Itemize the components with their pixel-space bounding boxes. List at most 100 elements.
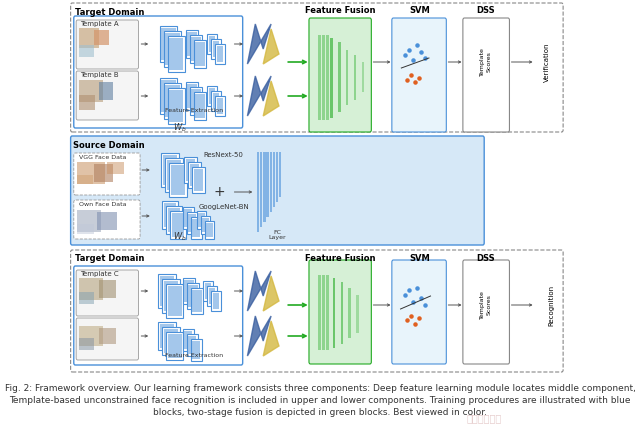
Bar (216, 98, 223, 114)
Bar (184, 209, 192, 227)
Bar (99, 280, 116, 298)
Bar (164, 83, 181, 119)
Point (410, 78, 420, 85)
Text: Feature Fusion: Feature Fusion (305, 253, 376, 263)
Text: Target Domain: Target Domain (75, 7, 144, 17)
Bar (326, 35, 329, 120)
Bar (99, 328, 116, 344)
Bar (160, 26, 177, 62)
Bar (266, 152, 269, 217)
Bar (326, 275, 329, 350)
Bar (204, 281, 212, 301)
Bar (273, 152, 275, 207)
Bar (165, 85, 180, 117)
Bar (160, 324, 174, 348)
FancyBboxPatch shape (74, 16, 243, 128)
Point (413, 315, 424, 322)
Point (420, 301, 430, 308)
Point (406, 71, 416, 78)
FancyBboxPatch shape (76, 71, 138, 120)
Point (412, 41, 422, 48)
Point (400, 51, 410, 59)
Bar (194, 40, 206, 68)
Bar (163, 155, 177, 185)
Polygon shape (248, 24, 271, 64)
Bar (192, 341, 200, 359)
Bar (158, 274, 175, 308)
Polygon shape (263, 276, 279, 311)
Bar (162, 201, 178, 229)
Point (406, 312, 416, 319)
Bar (166, 332, 184, 360)
Bar (77, 175, 93, 184)
Point (402, 316, 412, 323)
Text: +: + (214, 185, 226, 199)
Bar (198, 213, 205, 227)
Bar (170, 38, 184, 70)
FancyBboxPatch shape (392, 260, 446, 364)
Bar (172, 213, 184, 237)
Bar (168, 208, 180, 232)
Text: Template B: Template B (80, 72, 118, 78)
Bar (164, 329, 178, 353)
Bar (211, 291, 221, 311)
FancyBboxPatch shape (309, 18, 371, 132)
Bar (211, 39, 221, 59)
Bar (186, 82, 198, 110)
Bar (338, 42, 340, 112)
Bar (202, 218, 209, 232)
Text: Own Face Data: Own Face Data (79, 202, 127, 206)
Point (402, 77, 412, 84)
Bar (79, 28, 99, 48)
FancyBboxPatch shape (463, 260, 509, 364)
FancyBboxPatch shape (76, 20, 138, 69)
Bar (166, 284, 184, 318)
Bar (168, 286, 182, 316)
FancyBboxPatch shape (463, 18, 509, 132)
Bar (215, 44, 225, 64)
Point (410, 320, 420, 327)
Bar (79, 278, 103, 300)
Bar (188, 285, 198, 307)
Bar (162, 279, 180, 313)
Bar (191, 217, 202, 239)
Bar (168, 334, 182, 358)
Bar (161, 80, 175, 112)
Bar (191, 89, 201, 113)
Bar (170, 211, 186, 239)
Polygon shape (263, 29, 279, 64)
FancyBboxPatch shape (70, 250, 563, 372)
Bar (77, 162, 104, 184)
Bar (160, 276, 174, 306)
Bar (323, 35, 324, 120)
Bar (348, 288, 351, 338)
Bar (340, 282, 343, 344)
Text: Template
Scores: Template Scores (481, 290, 491, 319)
Bar (162, 327, 180, 355)
Bar (212, 93, 219, 109)
Bar (191, 339, 202, 361)
Bar (77, 210, 100, 232)
Bar (170, 90, 184, 122)
Bar (187, 334, 198, 356)
Bar (186, 159, 195, 181)
Bar (182, 329, 194, 351)
Text: DSS: DSS (476, 6, 495, 15)
Bar (192, 167, 205, 193)
Polygon shape (263, 321, 279, 356)
Bar (205, 221, 214, 239)
Bar (79, 45, 93, 57)
Text: $W_b$: $W_b$ (173, 231, 187, 243)
Bar (323, 275, 324, 350)
Bar (97, 212, 117, 230)
Bar (356, 295, 358, 333)
Bar (191, 288, 204, 314)
Bar (206, 223, 212, 237)
Bar (194, 169, 204, 191)
Bar (276, 152, 278, 202)
Bar (190, 87, 202, 115)
Bar (211, 91, 221, 111)
Bar (184, 157, 197, 183)
Bar (207, 86, 216, 106)
Bar (188, 162, 201, 188)
